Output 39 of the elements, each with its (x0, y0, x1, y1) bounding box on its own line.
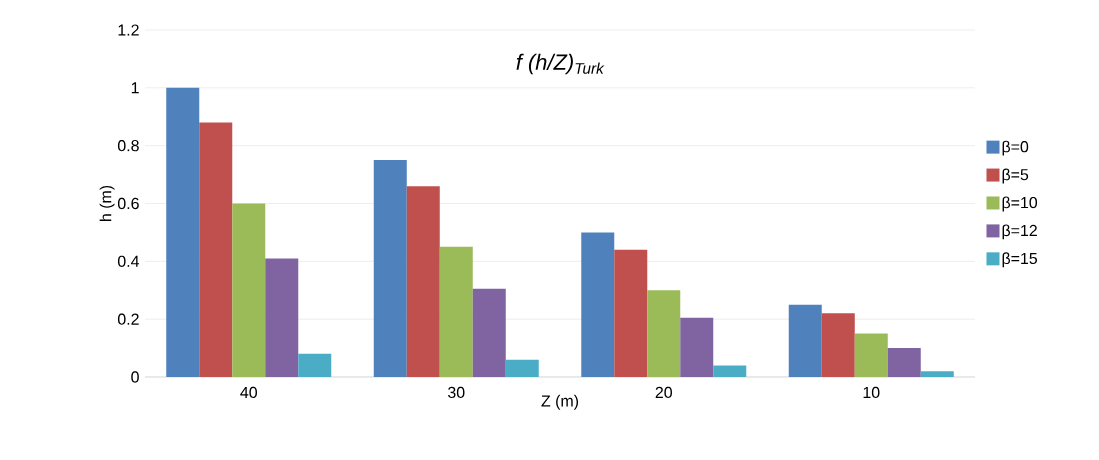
legend-label: β=0 (1002, 140, 1029, 156)
y-tick-label: 1.2 (118, 24, 139, 36)
y-axis-title: h (m) (99, 185, 115, 221)
y-tick-label: 0.2 (117, 313, 139, 325)
bar (166, 87, 200, 377)
y-tick-label: 0.4 (117, 255, 140, 267)
bar (232, 203, 266, 377)
legend-label: β=12 (1002, 224, 1037, 240)
legend-label: β=5 (1002, 168, 1029, 184)
x-tick-label: 10 (863, 386, 880, 399)
x-tick-label: 30 (448, 386, 465, 399)
bar (887, 348, 921, 377)
bar (581, 232, 615, 377)
legend-label: β=10 (1002, 196, 1038, 212)
bar (373, 160, 407, 377)
bar (647, 290, 681, 377)
y-tick-label: 0.6 (117, 197, 139, 210)
text: f (h/Z)$_{Turk}$ (516, 53, 605, 75)
y-tick-label: 0.8 (117, 140, 139, 152)
bar (472, 288, 506, 377)
bar (920, 371, 954, 377)
bar (854, 333, 888, 377)
bar (298, 353, 332, 377)
bar (614, 249, 648, 377)
bar (505, 359, 539, 377)
bar (439, 246, 473, 377)
bar (199, 122, 233, 377)
y-tick-label: 0 (131, 371, 139, 383)
legend-label: β=15 (1002, 252, 1038, 268)
bar (788, 304, 822, 377)
bar (713, 365, 747, 377)
bar (265, 258, 299, 377)
x-axis-title: Z (m) (541, 394, 579, 410)
bar (821, 313, 855, 377)
y-tick-label: 1 (131, 82, 139, 94)
x-tick-label: 40 (240, 386, 257, 399)
bar (406, 186, 440, 377)
bar (680, 317, 714, 377)
x-tick-label: 20 (655, 386, 672, 399)
